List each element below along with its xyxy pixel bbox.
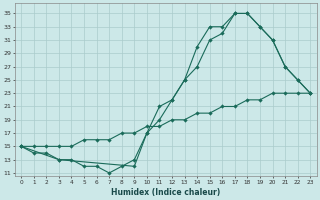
X-axis label: Humidex (Indice chaleur): Humidex (Indice chaleur) [111,188,220,197]
